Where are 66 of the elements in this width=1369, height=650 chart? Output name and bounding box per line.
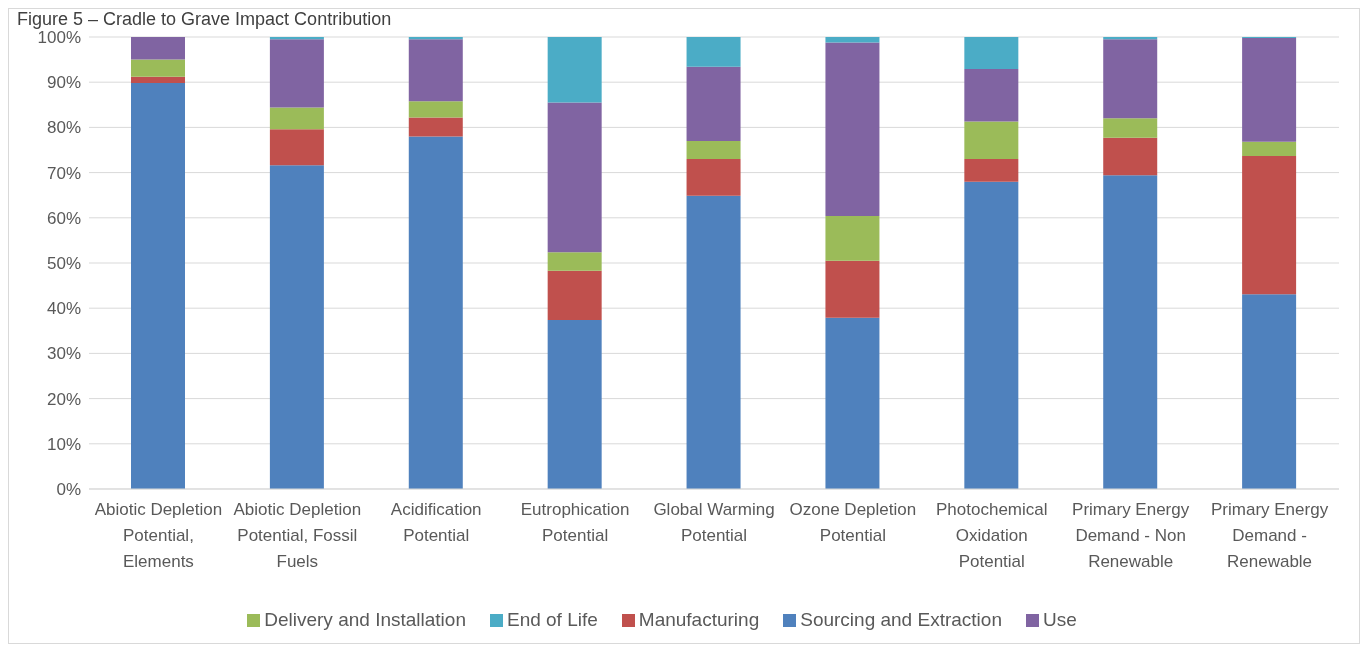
bar bbox=[408, 101, 463, 118]
y-tick-label: 60% bbox=[46, 208, 81, 228]
y-tick-label: 30% bbox=[46, 344, 81, 364]
legend-label: Delivery and Installation bbox=[264, 609, 466, 630]
bar bbox=[408, 39, 463, 102]
bar bbox=[131, 76, 185, 84]
x-tick-label: Abiotic Depletion Potential, Elements bbox=[94, 500, 223, 572]
bar bbox=[1242, 37, 1297, 142]
bar bbox=[131, 83, 185, 489]
bar bbox=[1103, 39, 1158, 119]
x-tick-label: Abiotic Depletion Potential, Fossil Fuels bbox=[233, 500, 362, 572]
bar bbox=[825, 42, 880, 216]
bar bbox=[547, 252, 602, 271]
legend-label: Manufacturing bbox=[638, 609, 760, 630]
bar bbox=[408, 117, 463, 137]
bar bbox=[686, 140, 741, 160]
bar bbox=[1242, 294, 1297, 489]
bar bbox=[686, 66, 741, 141]
chart-title: Figure 5 – Cradle to Grave Impact Contribution bbox=[17, 9, 392, 30]
x-tick-label: Ozone Depletion Potential bbox=[789, 500, 917, 546]
y-tick-label: 10% bbox=[46, 434, 81, 454]
bar bbox=[825, 317, 880, 489]
bar bbox=[547, 319, 602, 489]
bar bbox=[269, 129, 324, 166]
bar bbox=[964, 159, 1019, 182]
bar bbox=[269, 39, 324, 108]
x-tick-label: Acidification Potential bbox=[390, 500, 482, 546]
bar bbox=[1103, 137, 1158, 176]
bar bbox=[1242, 141, 1297, 156]
y-tick-label: 50% bbox=[46, 254, 81, 274]
legend-label: Sourcing and Extraction bbox=[800, 609, 1002, 630]
bar bbox=[964, 121, 1019, 160]
bar bbox=[686, 159, 741, 196]
x-tick-label: Primary Energy Demand - Non Renewable bbox=[1072, 500, 1190, 572]
y-tick-label: 100% bbox=[37, 28, 81, 48]
y-tick-label: 40% bbox=[46, 299, 81, 319]
bar bbox=[547, 37, 602, 103]
y-tick-label: 70% bbox=[46, 163, 81, 183]
x-tick-label: Eutrophication Potential bbox=[520, 500, 630, 546]
x-tick-label: Global Warming Potential bbox=[653, 500, 775, 546]
bar bbox=[131, 37, 185, 60]
bar bbox=[964, 69, 1019, 122]
y-tick-label: 80% bbox=[46, 118, 81, 138]
legend-label: Use bbox=[1042, 609, 1077, 630]
y-tick-label: 0% bbox=[56, 480, 81, 500]
bar bbox=[686, 37, 741, 67]
bar bbox=[825, 37, 880, 43]
bar bbox=[825, 215, 880, 261]
bar bbox=[408, 136, 463, 489]
bar bbox=[547, 102, 602, 253]
bar bbox=[1103, 118, 1158, 138]
bar bbox=[269, 165, 324, 489]
y-tick-label: 20% bbox=[46, 389, 81, 409]
y-tick-label: 90% bbox=[46, 73, 81, 93]
bar bbox=[269, 107, 324, 130]
bar bbox=[964, 37, 1019, 70]
bar bbox=[1242, 155, 1297, 295]
bar bbox=[964, 181, 1019, 489]
legend-label: End of Life bbox=[506, 609, 598, 630]
x-tick-label: Primary Energy Demand - Renewable bbox=[1210, 500, 1329, 572]
bar bbox=[131, 59, 185, 77]
bar bbox=[547, 270, 602, 320]
bar bbox=[1103, 175, 1158, 489]
bar bbox=[686, 195, 741, 489]
bar bbox=[825, 260, 880, 318]
x-tick-label: Photochemical Oxidation Potential bbox=[936, 500, 1048, 572]
